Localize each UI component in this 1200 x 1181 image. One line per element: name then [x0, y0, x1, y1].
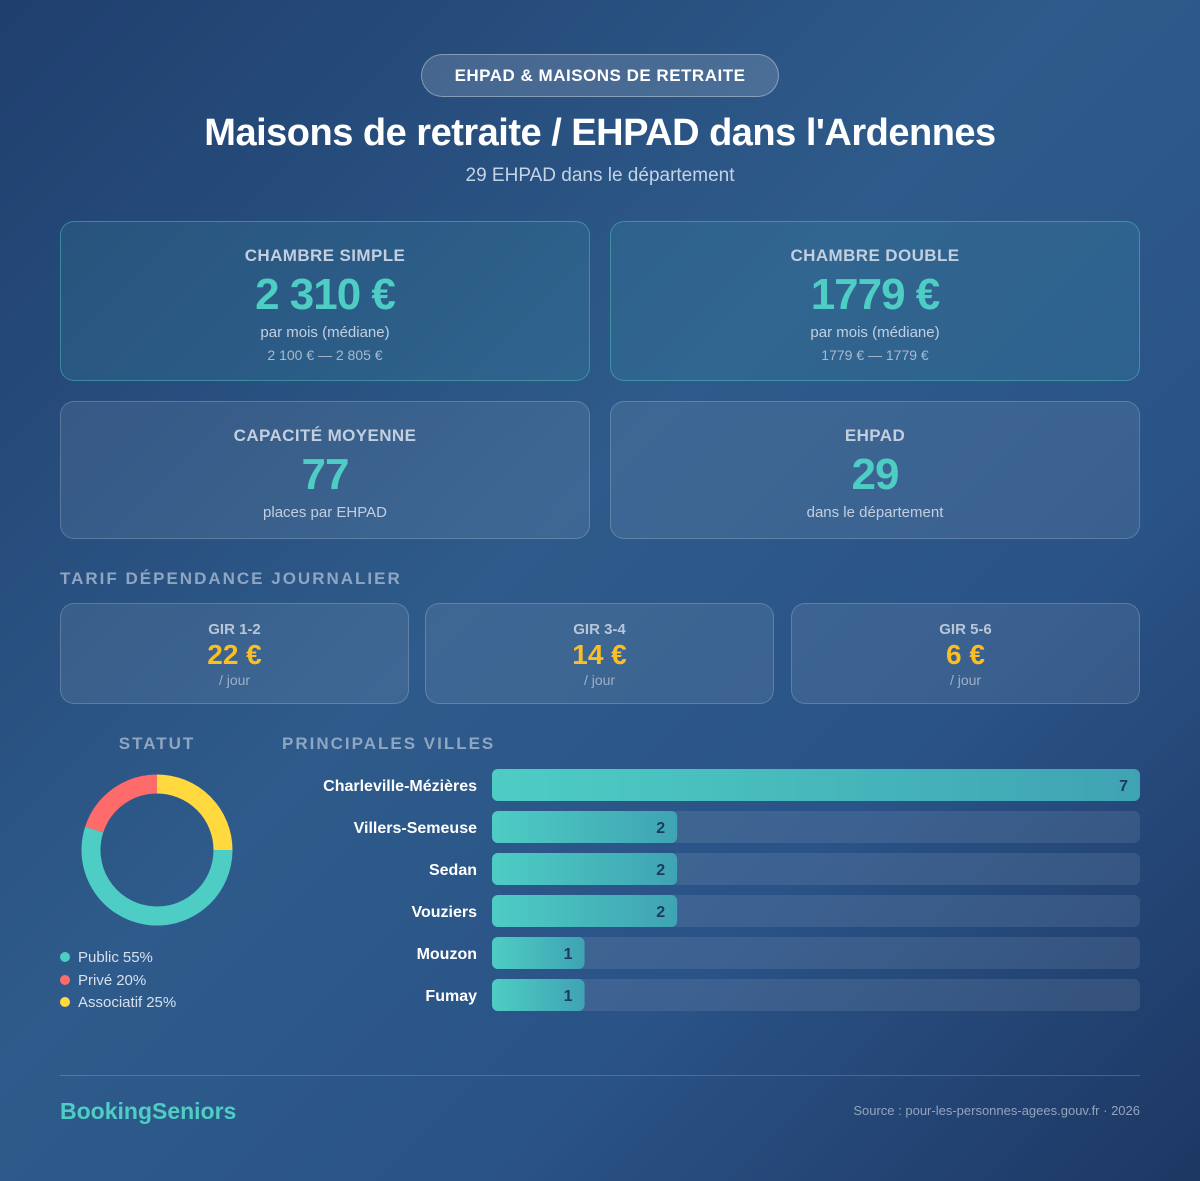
- bar-category: Mouzon: [417, 946, 477, 963]
- legend-item: Privé 20%: [60, 970, 176, 993]
- bar-track: [492, 979, 1140, 1011]
- card-value: 2 310 €: [255, 270, 396, 319]
- bar-value: 2: [656, 820, 665, 837]
- section-title: TARIF DÉPENDANCE JOURNALIER: [60, 569, 402, 588]
- card-note: dans le département: [806, 504, 944, 521]
- card-range: 2 100 € — 2 805 €: [267, 347, 383, 363]
- card-note: par mois (médiane): [260, 324, 390, 341]
- legend-value: 55%: [122, 949, 153, 966]
- legend: Public 55% Privé 20% Associatif 25%: [60, 947, 176, 1015]
- bar-category: Villers-Semeuse: [354, 820, 477, 837]
- price-card: CHAMBRE DOUBLE 1779 € par mois (médiane)…: [610, 221, 1140, 381]
- source: Source : pour-les-personnes-agees.gouv.f…: [853, 1103, 1140, 1118]
- bar: [492, 769, 1140, 801]
- bar-track: [492, 937, 1140, 969]
- gir-card: GIR 5-6 6 € / jour: [791, 603, 1140, 704]
- donut-segment: [156, 774, 233, 851]
- legend-label: Privé: [78, 971, 113, 989]
- bar-value: 1: [564, 988, 573, 1005]
- card-value: 1779 €: [810, 270, 941, 319]
- donut-segment: [85, 774, 158, 833]
- legend-value: 20%: [116, 971, 147, 989]
- gir-card: GIR 1-2 22 € / jour: [60, 603, 409, 704]
- card-note: par mois (médiane): [810, 324, 940, 341]
- bar-chart: Charleville-Mézières 7 Villers-Semeuse 2 Sed…: [323, 769, 1140, 1011]
- gir-value: 6 €: [946, 639, 985, 670]
- gir-label: GIR 3-4: [573, 621, 626, 638]
- card-label: CHAMBRE SIMPLE: [244, 246, 406, 265]
- badge: EHPAD & MAISONS DE RETRAITE: [421, 54, 779, 97]
- bar-category: Fumay: [425, 988, 477, 1005]
- bar: [492, 895, 678, 927]
- bar: [492, 811, 678, 843]
- bar: [492, 853, 678, 885]
- legend-dot: [60, 997, 70, 1007]
- card-label: CHAMBRE DOUBLE: [790, 246, 960, 265]
- gir-unit: / jour: [218, 672, 251, 688]
- bar-value: 2: [656, 904, 665, 921]
- divider: [60, 1075, 1140, 1076]
- stat-card: EHPAD 29 dans le département: [610, 401, 1140, 539]
- bar-category: Vouziers: [412, 904, 478, 921]
- card-label: EHPAD: [844, 426, 906, 445]
- card-label: CAPACITÉ MOYENNE: [233, 426, 417, 445]
- bar: [492, 937, 585, 969]
- price-card: CHAMBRE SIMPLE 2 310 € par mois (médiane…: [60, 221, 590, 381]
- chart-title: STATUT: [118, 734, 196, 753]
- gir-value: 14 €: [572, 639, 627, 670]
- chart-title: PRINCIPALES VILLES: [282, 734, 496, 753]
- legend-dot: [60, 952, 70, 962]
- bar-value: 7: [1119, 778, 1128, 795]
- card-value: 77: [301, 450, 350, 499]
- brand: BookingSeniors: [60, 1098, 237, 1124]
- bar-value: 1: [564, 946, 573, 963]
- gir-label: GIR 1-2: [208, 621, 261, 638]
- donut-chart: [81, 774, 233, 926]
- legend-label: Public: [78, 949, 119, 966]
- gir-label: GIR 5-6: [939, 621, 992, 638]
- bar: [492, 979, 585, 1011]
- subtitle: 29 EHPAD dans le département: [465, 165, 735, 186]
- bar-category: Sedan: [429, 862, 477, 879]
- card-value: 29: [851, 450, 900, 499]
- gir-card: GIR 3-4 14 € / jour: [425, 603, 774, 704]
- legend-item: Public 55%: [60, 947, 176, 970]
- legend-dot: [60, 974, 70, 985]
- bar-category: Charleville-Mézières: [323, 778, 477, 795]
- gir-unit: / jour: [949, 672, 982, 688]
- legend-item: Associatif 25%: [60, 992, 176, 1015]
- legend-label: Associatif: [78, 994, 143, 1011]
- gir-unit: / jour: [583, 672, 616, 688]
- bar-value: 2: [656, 862, 665, 879]
- donut-segment: [81, 826, 233, 926]
- stat-card: CAPACITÉ MOYENNE 77 places par EHPAD: [60, 401, 590, 539]
- gir-value: 22 €: [207, 639, 262, 670]
- card-range: 1779 € — 1779 €: [821, 347, 929, 363]
- card-note: places par EHPAD: [263, 504, 387, 521]
- legend-value: 25%: [146, 994, 177, 1011]
- title: Maisons de retraite / EHPAD dans l'Arden…: [204, 112, 996, 154]
